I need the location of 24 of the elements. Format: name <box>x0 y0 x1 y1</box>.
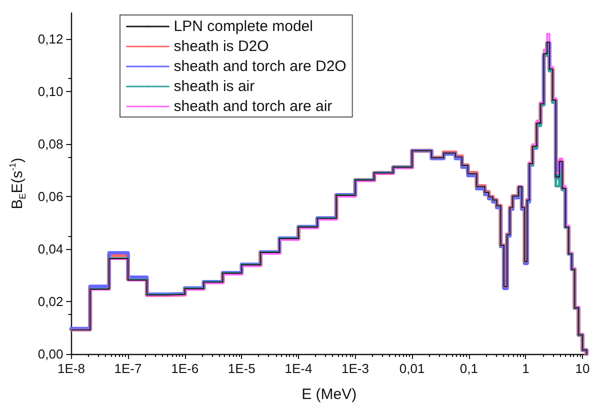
x-axis-title: E (MeV) <box>302 386 357 403</box>
x-tick-label: 1E-5 <box>228 361 256 376</box>
x-tick-label: 0,1 <box>460 361 478 376</box>
x-tick-label: 1E-6 <box>171 361 199 376</box>
y-tick-label: 0,02 <box>38 294 64 310</box>
x-tick-label: 10 <box>575 361 590 376</box>
y-tick-label: 0,08 <box>38 136 64 152</box>
legend-label: sheath is D2O <box>174 38 269 55</box>
y-axis-title: BEE(s-1) <box>8 158 28 210</box>
x-tick-label: 1E-8 <box>57 361 85 376</box>
x-tick-label: 1E-4 <box>284 361 312 376</box>
legend-label: sheath and torch are air <box>174 98 332 115</box>
x-tick-label: 1 <box>522 361 530 376</box>
legend-label: LPN complete model <box>174 18 313 35</box>
legend-label: sheath is air <box>174 78 255 95</box>
x-tick-label: 1E-7 <box>114 361 142 376</box>
y-tick-label: 0,04 <box>38 242 64 257</box>
legend-label: sheath and torch are D2O <box>174 58 346 75</box>
y-tick-label: 0,06 <box>38 189 64 204</box>
y-tick-label: 0,10 <box>38 84 64 100</box>
y-tick-label: 0,00 <box>38 346 64 362</box>
y-tick-label: 0,12 <box>38 32 64 47</box>
x-tick-label: 1E-3 <box>342 361 369 376</box>
x-tick-label: 0,01 <box>399 361 425 376</box>
